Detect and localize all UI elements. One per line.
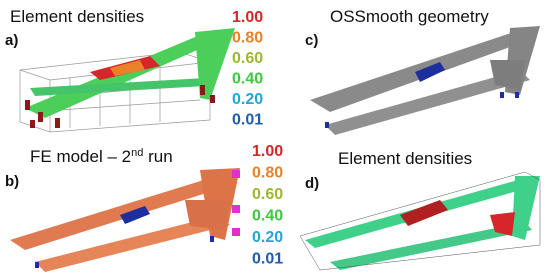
title-part: run <box>143 147 172 166</box>
panel-label: d) <box>305 175 319 192</box>
panel-d-drawing <box>300 172 540 270</box>
title-part: FE model – 2 <box>30 147 131 166</box>
panel-title: OSSmooth geometry <box>330 7 489 26</box>
panel-label: c) <box>305 32 318 49</box>
legend-value: 0.80 <box>232 30 263 47</box>
legend-value: 0.60 <box>252 186 283 203</box>
panel-b-drawing <box>10 168 240 272</box>
panel-label: b) <box>5 173 19 190</box>
panel-label: a) <box>5 32 18 49</box>
legend-value: 0.01 <box>252 251 283 268</box>
legend-value: 1.00 <box>252 143 283 160</box>
panel-c-drawing <box>310 26 540 135</box>
panel-title: FE model – 2nd run <box>30 147 173 166</box>
panel-title: Element densities <box>10 7 144 26</box>
panel-title: Element densities <box>338 149 472 168</box>
legend-value: 0.80 <box>252 165 283 182</box>
legend-value: 1.00 <box>232 9 263 26</box>
legend-value: 0.20 <box>232 91 263 108</box>
title-part: nd <box>131 147 143 159</box>
figure: a) Element densities b) FE model – 2nd run c… <box>0 0 550 280</box>
legend-value: 0.01 <box>232 112 263 129</box>
legend-value: 0.20 <box>252 229 283 246</box>
legend-value: 0.60 <box>232 50 263 67</box>
legend-value: 0.40 <box>232 71 263 88</box>
legend-value: 0.40 <box>252 208 283 225</box>
